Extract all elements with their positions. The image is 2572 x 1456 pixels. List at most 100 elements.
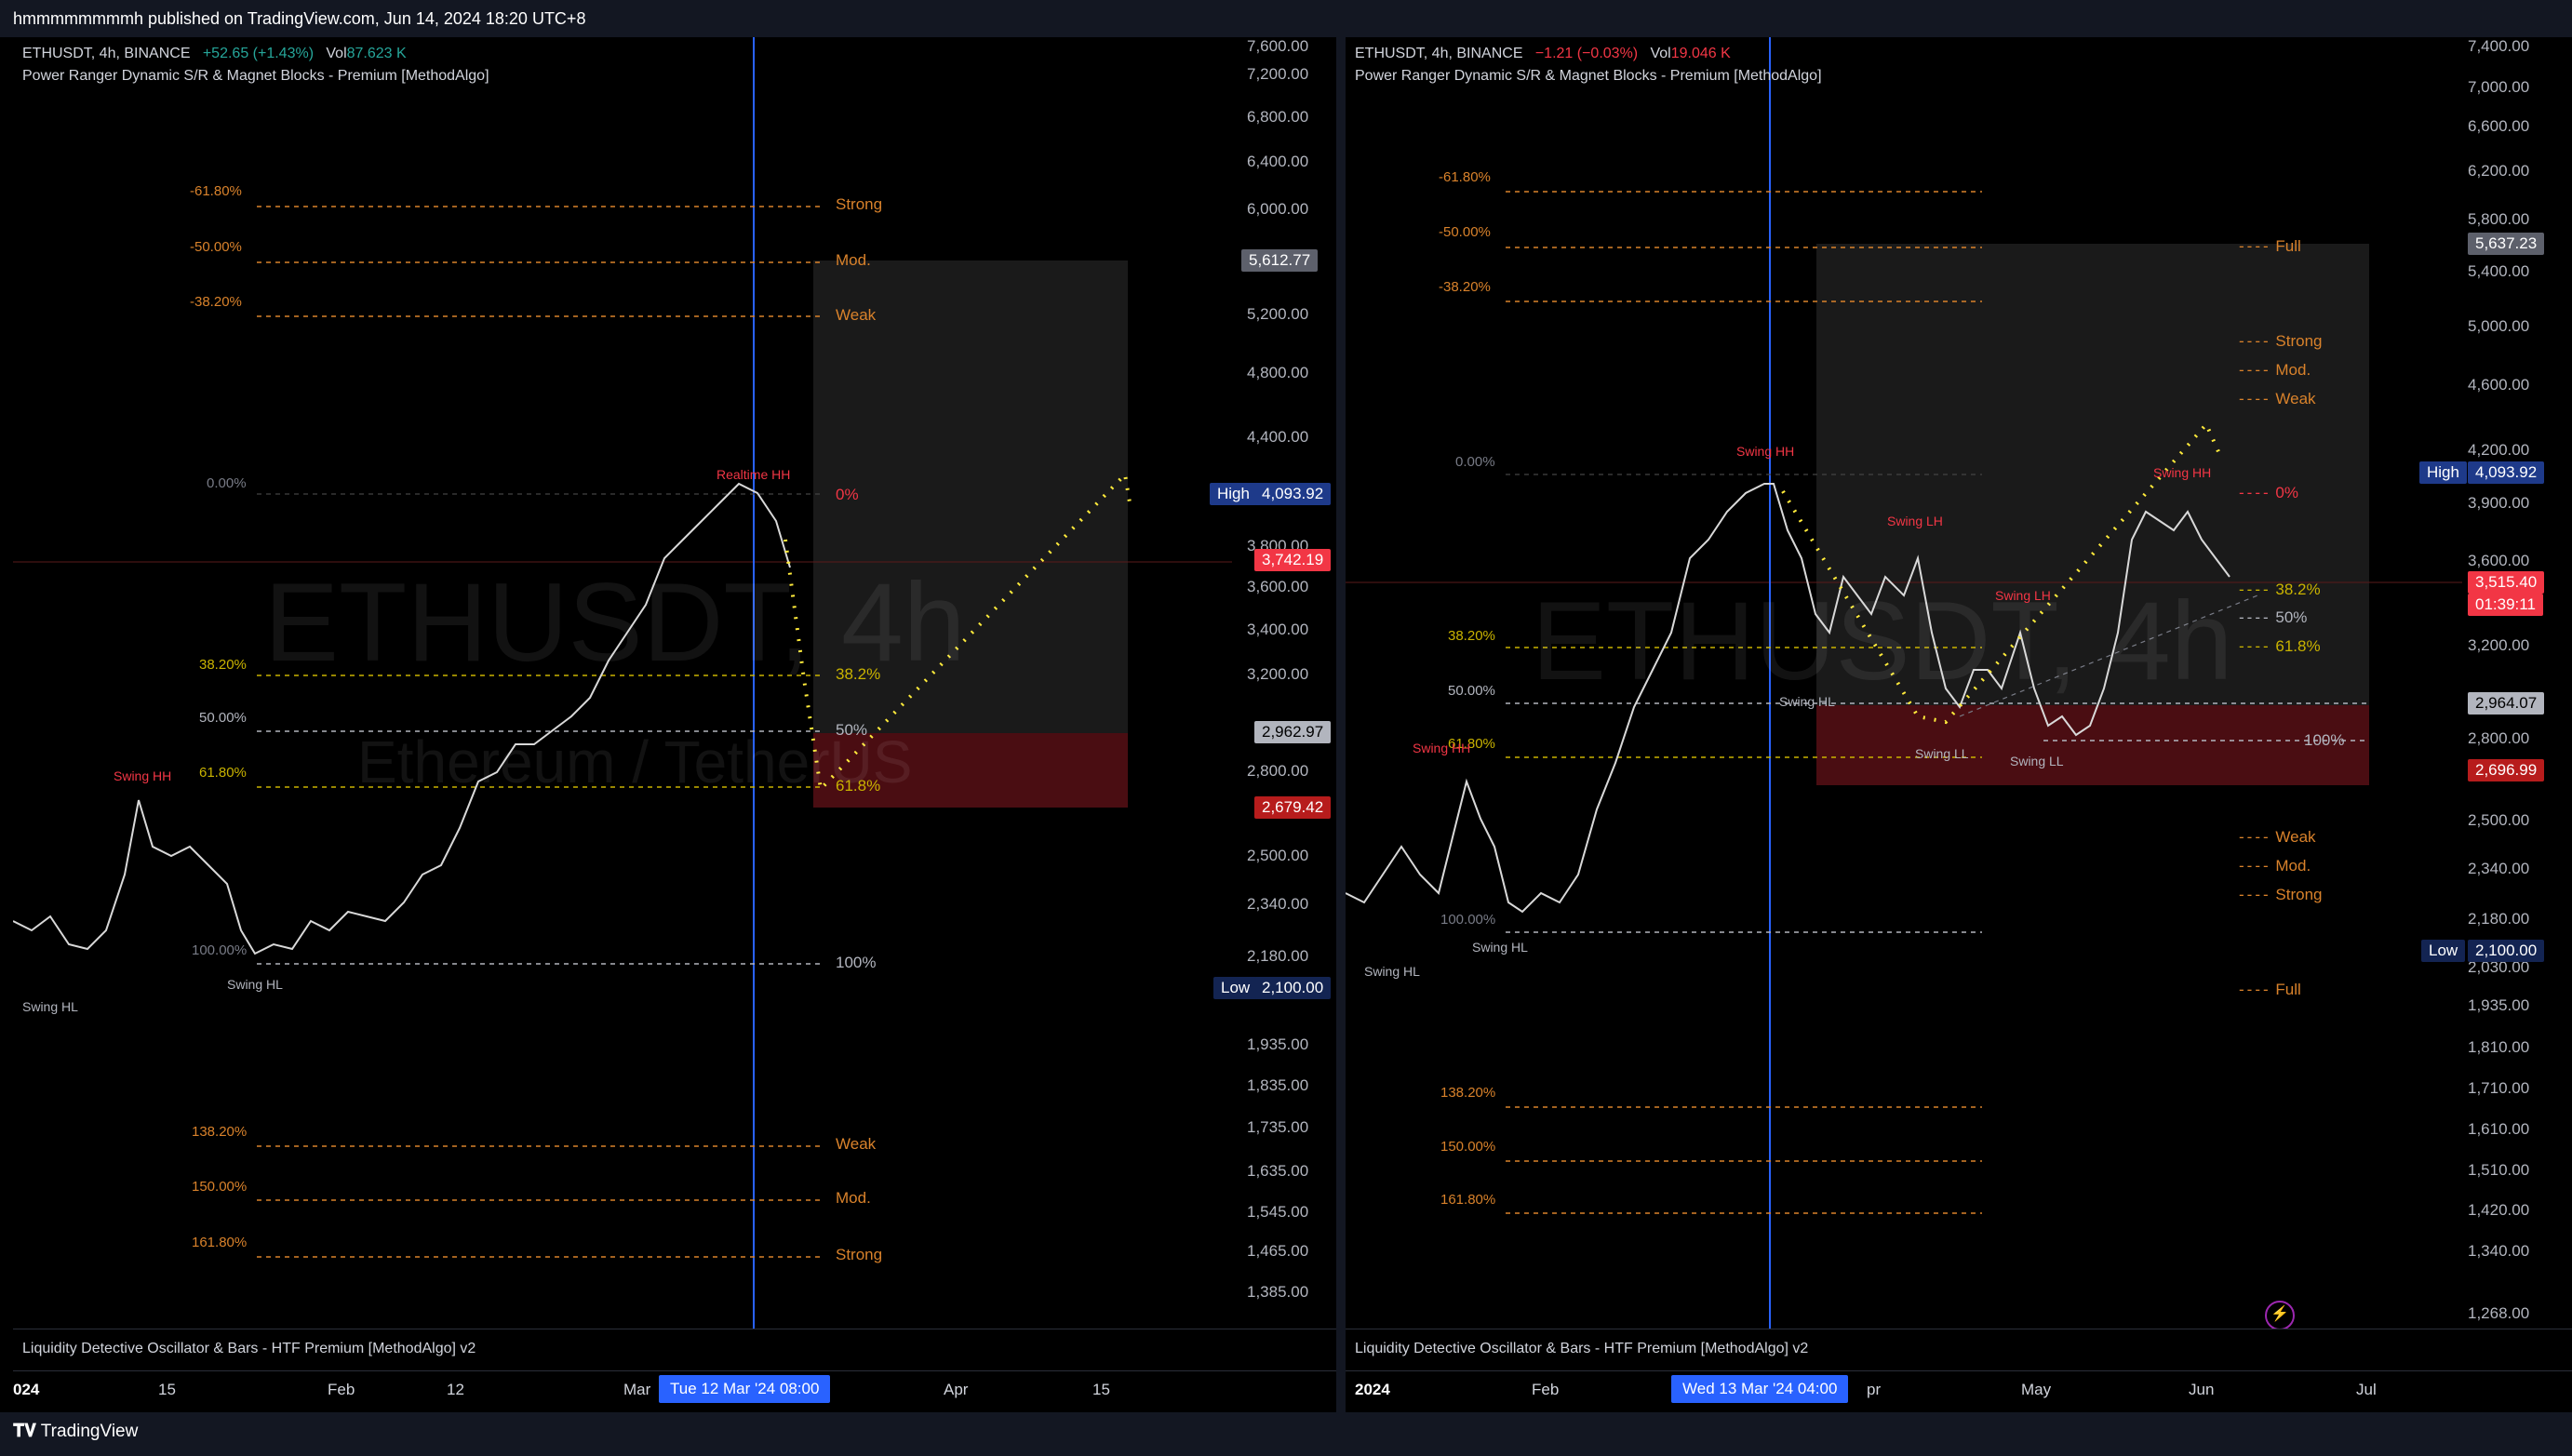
right-time-tick: Feb (1532, 1381, 1560, 1398)
right-price-label: 1,935.00 (2468, 996, 2530, 1014)
right-symbol: ETHUSDT, 4h, BINANCE (1355, 46, 1523, 61)
right-price-label: 1,810.00 (2468, 1038, 2530, 1056)
right-time-tick: Jun (2189, 1381, 2215, 1398)
right-oscillator-pane[interactable]: Liquidity Detective Oscillator & Bars - … (1346, 1329, 2572, 1371)
rfib-left-m50: -50.00% (1439, 224, 1491, 240)
right-chip-mid: 2,964.07 (2468, 692, 2545, 715)
rfib-right-strong-top: ---- Strong (2239, 332, 2323, 350)
left-indicator-name[interactable]: Power Ranger Dynamic S/R & Magnet Blocks… (22, 68, 489, 84)
left-price-label: 4,400.00 (1247, 428, 1309, 446)
tradingview-brand: TradingView (40, 1422, 139, 1441)
left-price-label: 3,200.00 (1247, 665, 1309, 683)
right-symbol-line[interactable]: ETHUSDT, 4h, BINANCE −1.21 (−0.03%) Vol1… (1355, 46, 1731, 62)
lightning-icon[interactable]: ⚡ (2265, 1301, 2295, 1330)
rfib-right-full-top: ---- Full (2239, 237, 2301, 255)
right-time-tick: pr (1867, 1381, 1882, 1398)
right-price-label: 6,200.00 (2468, 162, 2530, 180)
left-price-axis[interactable]: 7,600.00 7,200.00 6,800.00 6,400.00 6,00… (1210, 37, 1336, 1340)
rfib-right-382-label: 38.2% (2275, 581, 2321, 598)
right-swing-lh-1: Swing LH (1887, 514, 1943, 528)
panel-separator[interactable] (1336, 37, 1346, 1412)
right-chip-low: 2,100.00 (2468, 940, 2545, 962)
right-price-label: 2,800.00 (2468, 729, 2530, 747)
fib-right-weak-top: Weak (836, 306, 877, 324)
left-price-label: 1,835.00 (1247, 1076, 1309, 1094)
right-time-chip: Wed 13 Mar '24 04:00 (1671, 1375, 1849, 1403)
left-watermark-sub: Ethereum / TetherUS (357, 728, 913, 795)
left-price-label: 6,000.00 (1247, 200, 1309, 218)
rfib-right-mod-bottom-label: Mod. (2275, 857, 2311, 875)
right-chart-canvas[interactable] (1346, 37, 2572, 1412)
left-swing-hh: Swing HH (114, 768, 172, 783)
rfib-right-strong-bottom: ---- Strong (2239, 886, 2323, 903)
right-change: −1.21 (−0.03%) (1534, 46, 1639, 61)
fib-left-1382: 138.20% (192, 1124, 248, 1140)
right-chart-panel[interactable]: ETHUSDT, 4h, BINANCE −1.21 (−0.03%) Vol1… (1346, 37, 2572, 1412)
right-price-label: 7,400.00 (2468, 37, 2530, 55)
left-oscillator-pane[interactable]: Liquidity Detective Oscillator & Bars - … (13, 1329, 1336, 1371)
right-swing-hh-2: Swing HH (2153, 465, 2212, 480)
fib-left-150: 150.00% (192, 1179, 248, 1195)
rfib-left-0: 0.00% (1455, 454, 1495, 470)
rfib-right-0-label: 0% (2275, 484, 2298, 501)
fib-right-strong-top: Strong (836, 195, 883, 213)
right-time-axis[interactable]: 2024 Feb pr May Jun Jul Wed 13 Mar '24 0… (1346, 1371, 2572, 1409)
left-price-label: 1,735.00 (1247, 1118, 1309, 1136)
right-swing-ll-1: Swing LL (1915, 746, 1969, 761)
right-price-label: 1,710.00 (2468, 1079, 2530, 1097)
fib-left-m50: -50.00% (190, 239, 242, 255)
right-price-label: 2,340.00 (2468, 860, 2530, 877)
left-watermark: ETHUSDT, 4h (264, 560, 966, 685)
left-price-label: 6,400.00 (1247, 153, 1309, 170)
right-price-line (1346, 483, 2230, 914)
left-vol: 87.623 K (346, 46, 407, 61)
footer-bar (0, 1412, 2572, 1456)
published-text: hmmmmmmmmh published on TradingView.com,… (13, 9, 586, 28)
right-time-tick: 2024 (1355, 1381, 1390, 1398)
right-swing-hh-1: Swing HH (1736, 444, 1795, 459)
left-price-label: 1,635.00 (1247, 1162, 1309, 1180)
right-swing-hl-3: Swing HL (1364, 964, 1420, 979)
rfib-left-100: 100.00% (1440, 912, 1496, 928)
left-target-zone (813, 260, 1128, 770)
left-price-label: 3,600.00 (1247, 578, 1309, 595)
left-chart-panel[interactable]: ETHUSDT, 4h, BINANCE +52.65 (+1.43%) Vol… (13, 37, 1336, 1412)
right-indicator-name[interactable]: Power Ranger Dynamic S/R & Magnet Blocks… (1355, 68, 1822, 84)
left-chip-top: 5,612.77 (1241, 249, 1319, 272)
fib-right-382: 38.2% (836, 665, 881, 683)
left-price-label: 1,465.00 (1247, 1242, 1309, 1260)
left-time-tick: Feb (328, 1381, 355, 1398)
fib-right-100: 100% (836, 954, 877, 971)
rfib-left-50: 50.00% (1448, 683, 1495, 699)
left-price-label: 2,180.00 (1247, 947, 1309, 965)
right-price-axis[interactable]: 7,400.00 7,000.00 6,600.00 6,200.00 5,80… (2416, 37, 2572, 1340)
right-swing-ll-2: Swing LL (2010, 754, 2064, 768)
left-price-label: 1,935.00 (1247, 1035, 1309, 1053)
left-time-tick: Mar (623, 1381, 651, 1398)
right-price-label: 3,600.00 (2468, 552, 2530, 569)
left-vol-label: Vol (326, 46, 347, 61)
tradingview-logo[interactable]: 𝐓𝐕 TradingView (13, 1422, 138, 1442)
left-time-axis[interactable]: 024 15 Feb 12 Mar Apr 15 Tue 12 Mar '24 … (13, 1371, 1336, 1409)
left-change: +52.65 (+1.43%) (202, 46, 315, 61)
left-time-tick: 024 (13, 1381, 40, 1398)
right-price-label: 1,340.00 (2468, 1242, 2530, 1260)
rfib-right-618-label: 61.8% (2275, 637, 2321, 655)
right-price-label: 3,200.00 (2468, 636, 2530, 654)
right-price-label: 4,600.00 (2468, 376, 2530, 394)
left-chart-canvas[interactable] (13, 37, 1336, 1412)
left-chip-mid: 2,962.97 (1254, 721, 1332, 743)
left-price-label: 3,400.00 (1247, 621, 1309, 638)
right-price-label: 5,800.00 (2468, 210, 2530, 228)
left-symbol-line[interactable]: ETHUSDT, 4h, BINANCE +52.65 (+1.43%) Vol… (22, 46, 407, 62)
fib-right-0: 0% (836, 486, 859, 503)
tradingview-icon: 𝐓𝐕 (13, 1422, 36, 1441)
left-time-tick: Apr (944, 1381, 969, 1398)
fib-left-m618: -61.80% (190, 183, 242, 199)
rfib-right-weak-bottom-label: Weak (2275, 828, 2316, 846)
left-time-tick: 15 (158, 1381, 176, 1398)
left-symbol: ETHUSDT, 4h, BINANCE (22, 46, 191, 61)
left-price-label: 1,545.00 (1247, 1203, 1309, 1221)
right-price-label: 3,900.00 (2468, 494, 2530, 512)
left-price-label: 1,385.00 (1247, 1283, 1309, 1301)
